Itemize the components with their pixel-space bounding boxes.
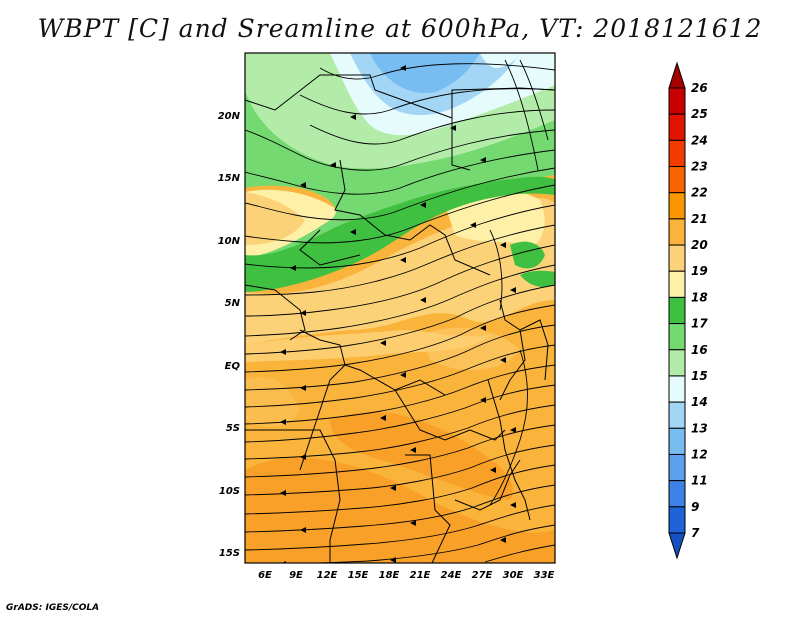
colorbar-swatch bbox=[668, 375, 686, 403]
colorbar-level-label: 21 bbox=[691, 212, 708, 226]
colorbar-level-label: 16 bbox=[691, 343, 708, 357]
lat-tick: 10N bbox=[218, 236, 241, 247]
colorbar-level-label: 22 bbox=[691, 186, 708, 200]
colorbar-swatch bbox=[668, 506, 686, 534]
colorbar-swatch bbox=[668, 270, 686, 298]
lat-tick: 10S bbox=[219, 486, 240, 497]
lat-tick: 5S bbox=[226, 423, 240, 434]
lon-tick: 9E bbox=[289, 570, 303, 581]
lon-tick: 30E bbox=[503, 570, 524, 581]
lon-axis: 6E 9E 12E 15E 18E 21E 24E 27E 30E 33E bbox=[258, 570, 554, 581]
lat-tick: 5N bbox=[225, 298, 241, 309]
colorbar-level-label: 17 bbox=[691, 317, 708, 331]
colorbar-swatch bbox=[668, 192, 686, 220]
credit-text: GrADS: IGES/COLA bbox=[6, 603, 100, 613]
colorbar-top-arrow bbox=[668, 61, 686, 89]
colorbar-swatch bbox=[668, 218, 686, 246]
lon-tick: 12E bbox=[317, 570, 338, 581]
colorbar-level-label: 23 bbox=[691, 160, 708, 174]
colorbar-labels: 26 25 24 23 22 21 20 19 18 17 16 15 14 13 12 11 9 7 bbox=[691, 81, 708, 540]
colorbar-swatch bbox=[668, 323, 686, 351]
colorbar-level-label: 26 bbox=[691, 81, 708, 95]
chart-title: WBPT [C] and Sreamline at 600hPa, VT: 20… bbox=[37, 14, 763, 43]
colorbar-swatch bbox=[668, 296, 686, 325]
lat-tick: 20N bbox=[218, 111, 241, 122]
lat-tick: 15N bbox=[218, 173, 241, 184]
colorbar-level-label: 12 bbox=[691, 447, 708, 461]
lat-tick: EQ bbox=[225, 361, 241, 372]
colorbar-bottom-arrow bbox=[668, 532, 686, 560]
lon-tick: 21E bbox=[410, 570, 431, 581]
colorbar-swatch bbox=[668, 401, 686, 429]
colorbar-swatch bbox=[668, 87, 686, 115]
colorbar-level-label: 19 bbox=[691, 264, 708, 278]
lon-tick: 6E bbox=[258, 570, 272, 581]
lon-tick: 27E bbox=[472, 570, 493, 581]
colorbar-level-label: 11 bbox=[691, 474, 708, 488]
colorbar-level-label: 7 bbox=[691, 526, 700, 540]
colorbar-level-label: 20 bbox=[691, 238, 708, 252]
lat-tick: 15S bbox=[219, 548, 240, 559]
lon-tick: 18E bbox=[379, 570, 400, 581]
colorbar-swatch bbox=[668, 427, 686, 455]
lat-axis: 20N 15N 10N 5N EQ 5S 10S 15S bbox=[218, 111, 241, 559]
lon-tick: 33E bbox=[534, 570, 555, 581]
colorbar-swatch bbox=[668, 139, 686, 168]
colorbar-swatch bbox=[668, 480, 686, 508]
lon-tick: 15E bbox=[348, 570, 369, 581]
colorbar-level-label: 24 bbox=[691, 133, 708, 147]
shaded-field bbox=[245, 53, 555, 563]
country-borders bbox=[245, 74, 555, 563]
lon-tick: 24E bbox=[441, 570, 462, 581]
colorbar-level-label: 14 bbox=[691, 395, 708, 409]
streamline-arrows bbox=[280, 65, 516, 563]
colorbar-swatch bbox=[668, 166, 686, 194]
colorbar-swatch bbox=[668, 349, 686, 377]
colorbar-level-label: 13 bbox=[691, 421, 708, 435]
colorbar-swatch bbox=[668, 453, 686, 482]
colorbar-level-label: 25 bbox=[691, 107, 708, 121]
plot-frame bbox=[244, 52, 556, 564]
colorbar-level-label: 15 bbox=[691, 369, 708, 383]
streamlines bbox=[245, 59, 555, 563]
colorbar bbox=[668, 61, 686, 560]
colorbar-swatch bbox=[668, 244, 686, 272]
colorbar-level-label: 9 bbox=[691, 500, 699, 514]
colorbar-level-label: 18 bbox=[691, 290, 708, 304]
colorbar-swatch bbox=[668, 113, 686, 141]
